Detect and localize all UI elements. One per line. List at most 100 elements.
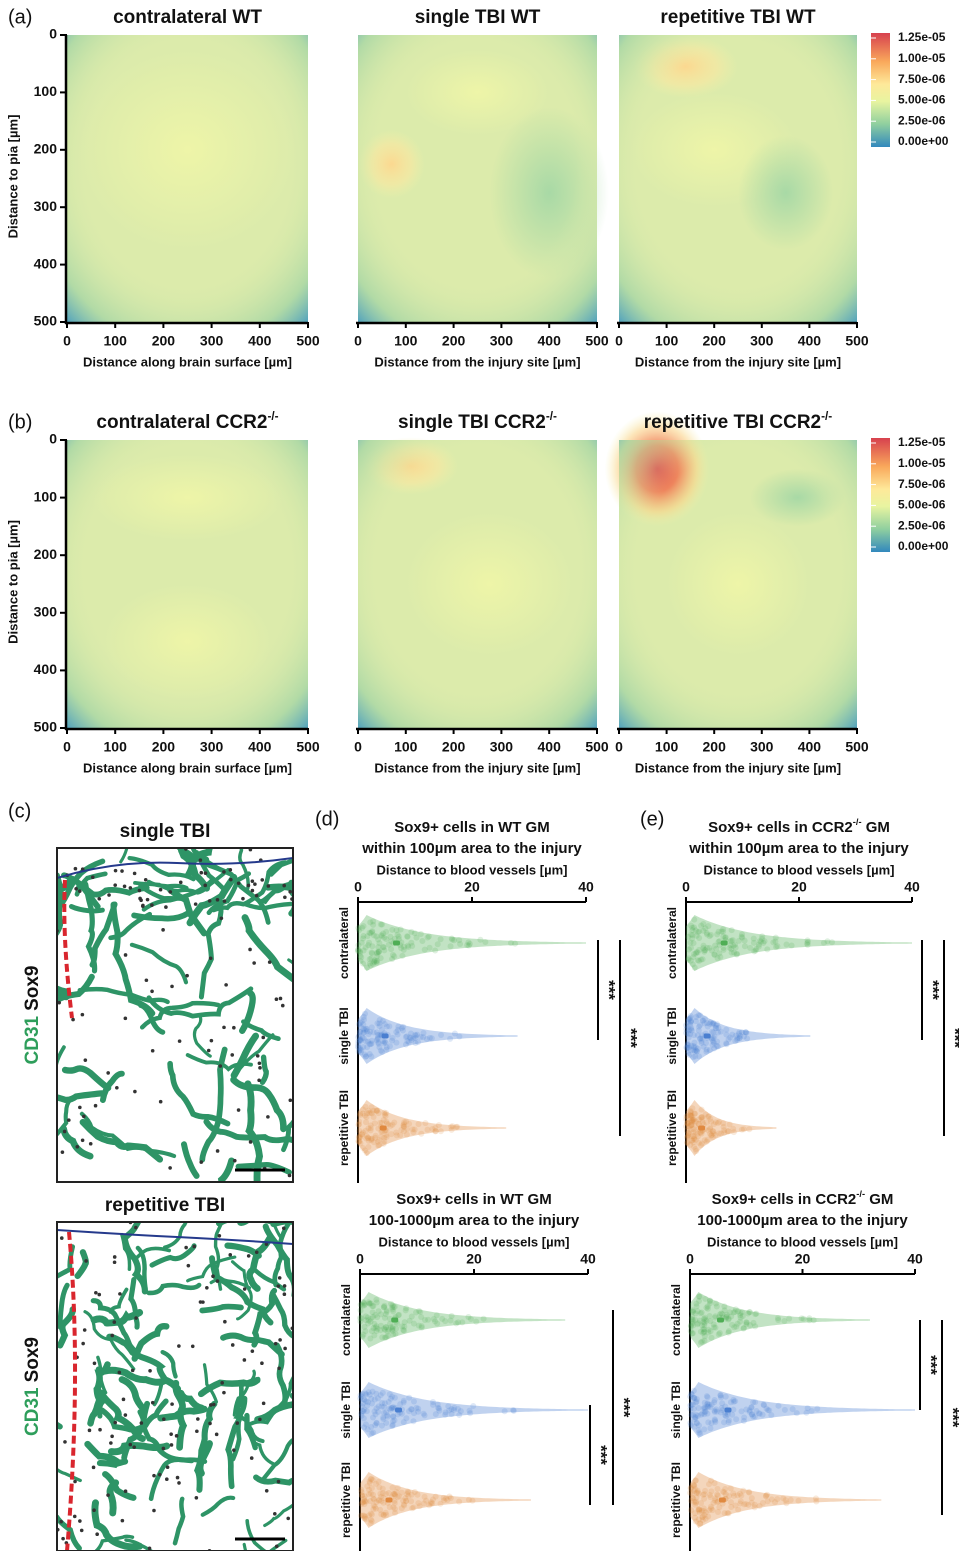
pia-line [57, 1229, 293, 1245]
point [696, 1298, 703, 1305]
cell [241, 896, 245, 901]
point [693, 1498, 700, 1505]
vessel [119, 848, 129, 864]
point [426, 1502, 433, 1509]
point [432, 1493, 439, 1500]
point [379, 1490, 386, 1497]
point [732, 1502, 739, 1509]
vessel [253, 1474, 293, 1486]
point [693, 1411, 700, 1418]
point [375, 936, 382, 943]
point [355, 1034, 362, 1041]
point [416, 1503, 423, 1510]
point [697, 1022, 704, 1029]
cell [260, 1361, 264, 1365]
point [759, 1499, 766, 1506]
cell [90, 875, 95, 880]
point [684, 1040, 691, 1047]
point [379, 921, 386, 928]
point [740, 1417, 747, 1424]
point [367, 1127, 374, 1134]
point [706, 1401, 713, 1408]
vessel [241, 914, 293, 983]
point [798, 1315, 805, 1322]
y-tick-label: 500 [34, 313, 58, 329]
x-tick-label: 500 [845, 739, 869, 755]
vessel [199, 1046, 228, 1163]
point [435, 1122, 442, 1129]
point [714, 1492, 721, 1499]
point [358, 1047, 365, 1054]
y-tick-label: 400 [34, 255, 58, 271]
cell [75, 1144, 80, 1149]
point [411, 930, 418, 937]
point [389, 1325, 396, 1332]
point [701, 1495, 708, 1502]
point [692, 1414, 699, 1421]
point [359, 1390, 366, 1397]
x-tick-label: 20 [466, 1251, 482, 1267]
x-tick-label: 400 [248, 739, 272, 755]
point [453, 1123, 460, 1130]
plot-title: Sox9+ cells in CCR2-/- GM [712, 1189, 894, 1208]
point [685, 955, 692, 962]
violin [358, 1008, 518, 1064]
point [795, 1497, 802, 1504]
point [367, 1041, 374, 1048]
point [711, 1045, 718, 1052]
point [359, 1492, 366, 1499]
point [730, 942, 737, 949]
point [707, 1328, 714, 1335]
point [768, 1496, 775, 1503]
point [689, 1116, 696, 1123]
point [710, 1130, 717, 1137]
cell [206, 1048, 211, 1053]
cell [205, 1285, 209, 1290]
point [684, 1044, 691, 1051]
point [381, 1109, 388, 1116]
point [434, 1401, 441, 1408]
vessel [235, 1161, 292, 1175]
point [714, 955, 721, 962]
point [684, 1119, 691, 1126]
point [383, 1511, 390, 1518]
point [378, 1119, 385, 1126]
point [721, 1127, 728, 1134]
point [356, 1138, 363, 1145]
point [415, 1322, 422, 1329]
point [697, 1142, 704, 1149]
cell [110, 1333, 115, 1338]
point [734, 1035, 741, 1042]
vessel [232, 1369, 256, 1417]
point [723, 1031, 730, 1038]
median [393, 940, 400, 946]
point [360, 1415, 367, 1422]
vessel [76, 883, 150, 898]
cell [97, 1292, 102, 1297]
x-tick-label: 300 [200, 333, 224, 349]
point [360, 1129, 367, 1136]
point [713, 945, 720, 952]
cell [128, 1442, 133, 1447]
point [358, 939, 365, 946]
point [420, 1500, 427, 1507]
point [695, 1053, 702, 1060]
point [373, 953, 380, 960]
point [741, 1033, 748, 1040]
cell [232, 1158, 237, 1163]
point [695, 1516, 702, 1523]
point [690, 1054, 697, 1061]
point [711, 1399, 718, 1406]
point [733, 950, 740, 957]
point [376, 1023, 383, 1030]
cell [288, 889, 292, 894]
point [781, 1318, 788, 1325]
point [378, 932, 385, 939]
point [381, 1404, 388, 1411]
vessel [162, 1222, 189, 1250]
point [693, 949, 700, 956]
point [359, 1144, 366, 1151]
point [374, 957, 381, 964]
point [714, 1043, 721, 1050]
cell [215, 1279, 220, 1283]
